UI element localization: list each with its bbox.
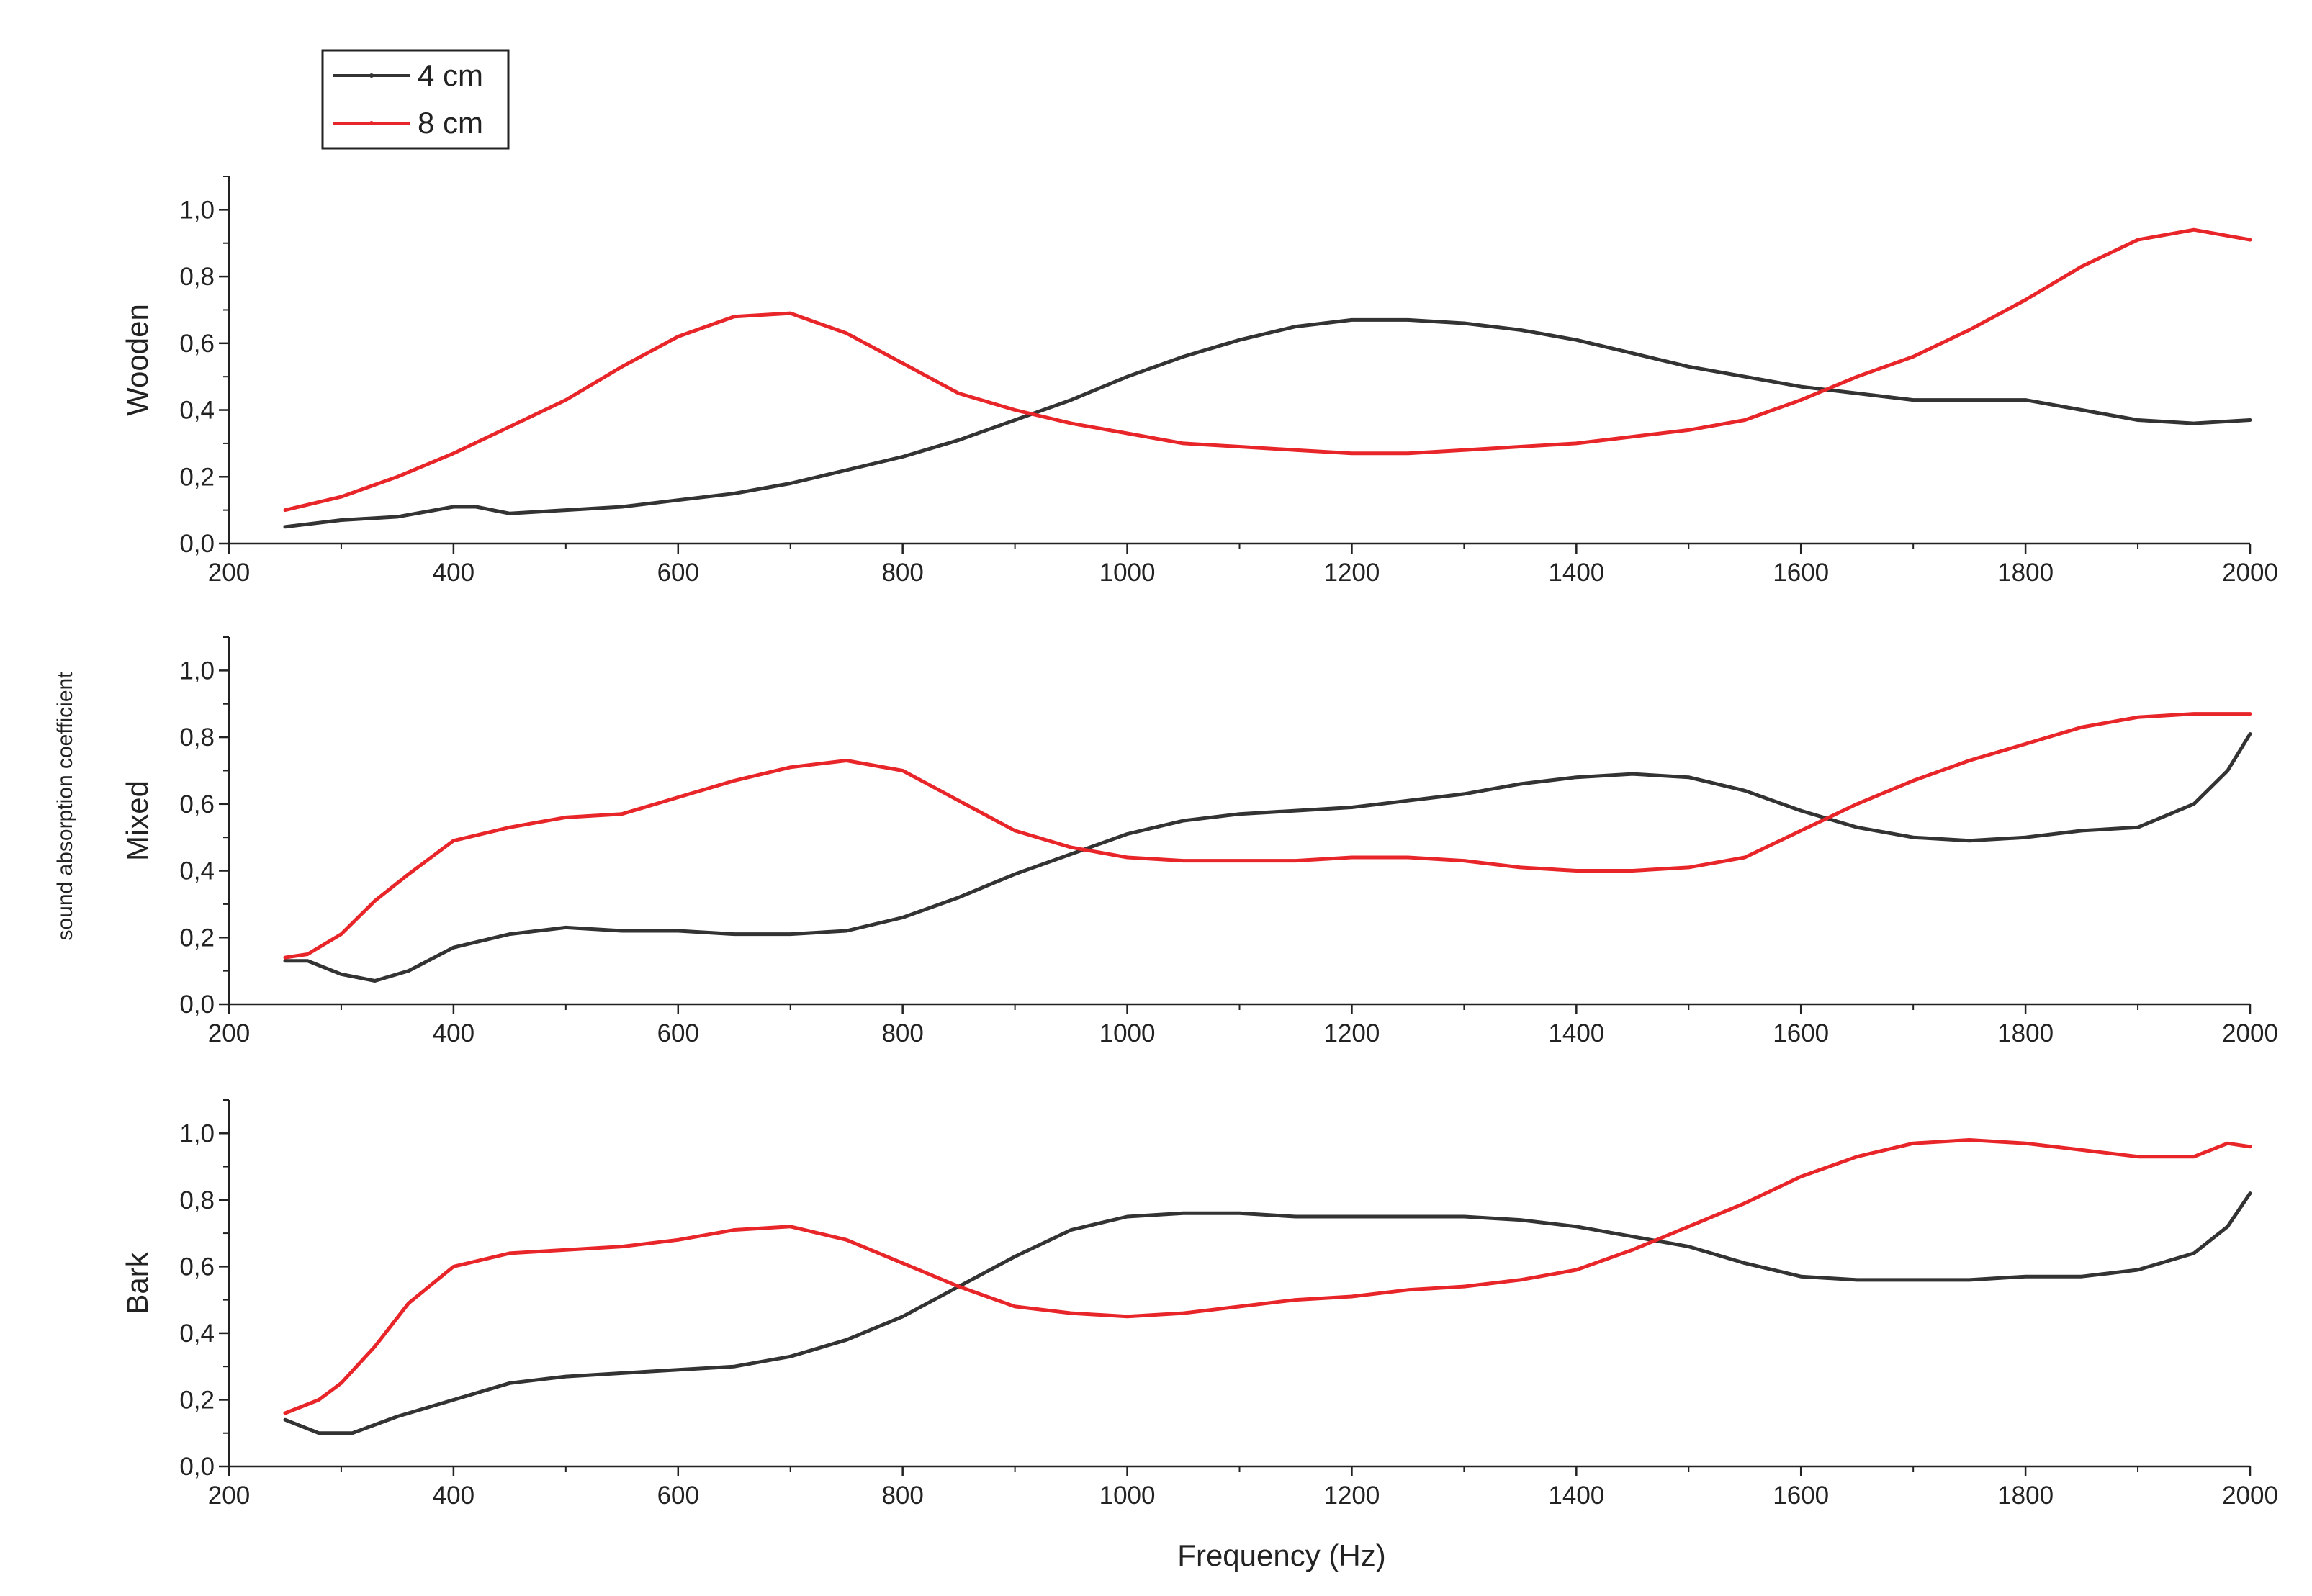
x-tick-label: 2000 [2222,1482,2278,1510]
x-tick-label: 1800 [1997,1482,2054,1510]
x-tick-label: 1800 [1997,1019,2054,1047]
y-tick-label: 0,8 [179,1186,215,1214]
y-tick-label: 0,0 [179,991,215,1019]
series-line-8-cm [283,227,2252,513]
series-line-4-cm [283,732,2252,983]
x-tick-label: 1400 [1548,559,1604,587]
y-tick-label: 0,6 [179,330,215,358]
x-tick-label: 1400 [1548,1482,1604,1510]
x-tick-label: 200 [208,1019,250,1047]
legend-label: 4 cm [418,58,483,92]
y-tick-label: 0,4 [179,397,215,425]
x-tick-label: 200 [208,1482,250,1510]
series-line-4-cm [283,1191,2252,1435]
y-tick-label: 0,4 [179,857,215,885]
panel-wooden: 200 400 600 800 1000 1200 1400 1600 1800 2000 0,0 0… [120,176,2278,587]
x-tick-label: 400 [433,1019,474,1047]
y-tick-label: 1,0 [179,1119,215,1148]
legend: 4 cm 8 cm [321,49,510,150]
x-tick-label: 600 [657,1019,699,1047]
y-tick-label: 0,0 [179,530,215,558]
x-tick-label: 1600 [1773,1019,1829,1047]
x-tick-label: 400 [433,1482,474,1510]
panel-y-label: Bark [120,1251,154,1314]
x-tick-label: 400 [433,559,474,587]
panel-bark: 200 400 600 800 1000 1200 1400 1600 1800 2000 0,0 0… [120,1099,2278,1510]
x-tick-label: 200 [208,559,250,587]
y-tick-label: 0,2 [179,1386,215,1414]
x-axis-label: Frequency (Hz) [1177,1538,1385,1572]
x-tick-label: 1000 [1099,1482,1156,1510]
x-tick-label: 600 [657,559,699,587]
legend-marker [369,121,374,125]
panel-y-label: Mixed [120,780,154,861]
series-line-8-cm [283,1138,2252,1415]
x-tick-label: 1600 [1773,1482,1829,1510]
y-tick-label: 1,0 [179,196,215,224]
x-tick-label: 1000 [1099,559,1156,587]
x-tick-label: 800 [881,559,923,587]
y-tick-label: 0,2 [179,924,215,952]
y-tick-label: 0,2 [179,463,215,491]
x-tick-label: 1400 [1548,1019,1604,1047]
legend-box [321,49,510,150]
common-y-axis-label: sound absorption coefficient [53,672,77,941]
x-tick-label: 800 [881,1482,923,1510]
x-tick-label: 1200 [1324,559,1380,587]
y-tick-label: 0,6 [179,1253,215,1281]
panel-mixed: 200 400 600 800 1000 1200 1400 1600 1800 2000 0,0 0… [120,636,2278,1047]
y-tick-label: 0,4 [179,1320,215,1348]
x-tick-label: 800 [881,1019,923,1047]
series-line-8-cm [283,712,2252,960]
y-tick-label: 0,0 [179,1453,215,1481]
x-tick-label: 1800 [1997,559,2054,587]
y-tick-label: 0,8 [179,263,215,291]
y-tick-label: 0,8 [179,723,215,752]
x-tick-label: 1000 [1099,1019,1156,1047]
y-tick-label: 1,0 [179,657,215,685]
x-tick-label: 2000 [2222,559,2278,587]
series-line-4-cm [283,317,2252,529]
x-tick-label: 2000 [2222,1019,2278,1047]
legend-marker [369,73,374,78]
x-tick-label: 1600 [1773,559,1829,587]
legend-label: 8 cm [418,106,483,140]
panel-y-label: Wooden [120,304,154,416]
x-tick-label: 1200 [1324,1482,1380,1510]
y-tick-label: 0,6 [179,790,215,819]
x-tick-label: 600 [657,1482,699,1510]
x-tick-label: 1200 [1324,1019,1380,1047]
